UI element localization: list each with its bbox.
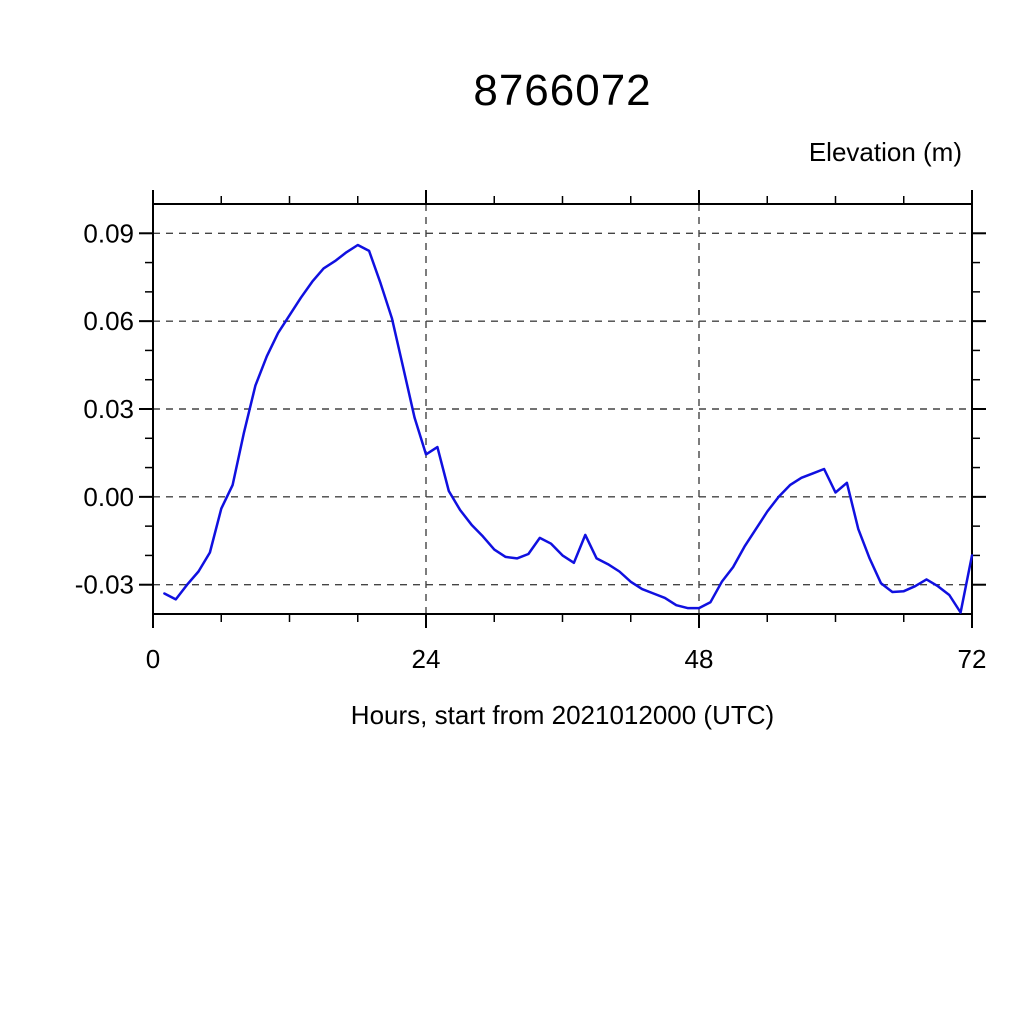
y-tick-label: 0.03 (83, 394, 134, 424)
y-tick-label: -0.03 (75, 570, 134, 600)
y-tick-label: 0.06 (83, 306, 134, 336)
x-tick-label: 72 (958, 644, 987, 674)
elevation-line (163, 243, 974, 614)
x-axis-title: Hours, start from 2021012000 (UTC) (350, 700, 775, 730)
y-axis-title: Elevation (m) (808, 137, 962, 167)
x-tick-label: 48 (685, 644, 714, 674)
chart-title: 8766072 (473, 66, 652, 115)
y-tick-label: 0.00 (83, 482, 134, 512)
y-tick-label: 0.09 (83, 218, 134, 248)
x-tick-label: 0 (146, 644, 160, 674)
x-tick-label: 24 (412, 644, 441, 674)
